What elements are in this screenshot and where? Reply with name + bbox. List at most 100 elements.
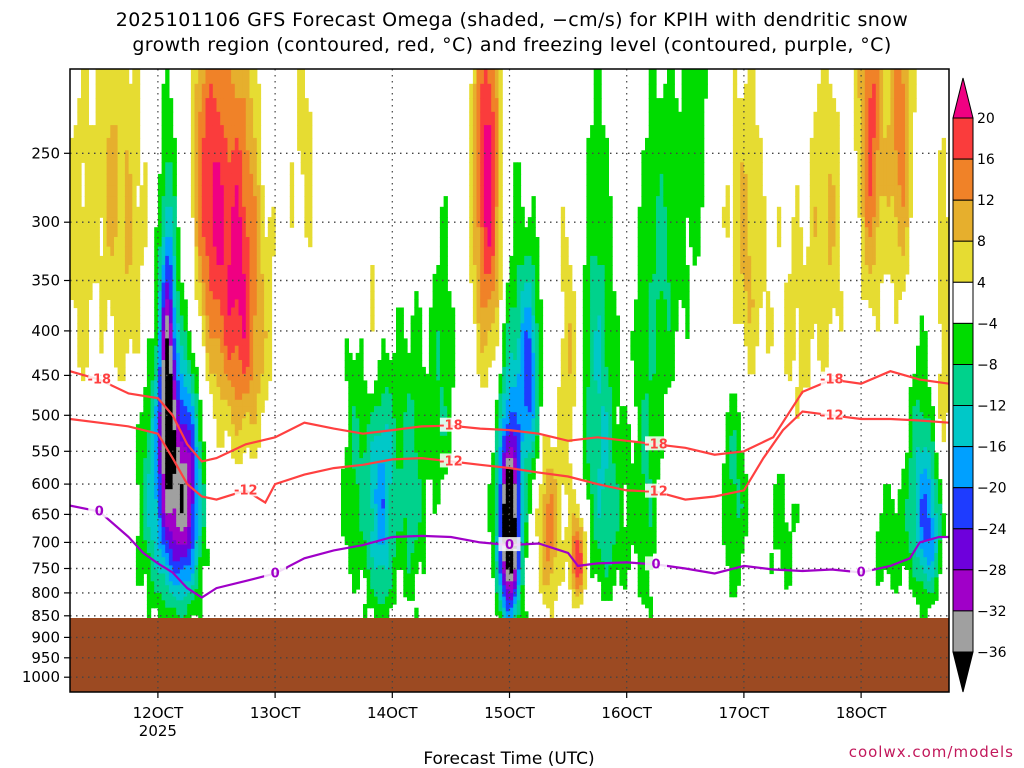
- omega-cell: [359, 535, 364, 541]
- omega-cell: [168, 557, 174, 562]
- omega-cell: [161, 569, 166, 575]
- omega-cell: [216, 360, 221, 368]
- omega-cell: [516, 522, 522, 528]
- omega-cell: [491, 237, 496, 248]
- omega-cell: [187, 589, 192, 594]
- omega-cell: [498, 513, 503, 519]
- omega-cell: [161, 611, 166, 616]
- omega-cell: [348, 373, 353, 382]
- omega-cell: [520, 217, 525, 228]
- omega-cell: [124, 237, 130, 248]
- omega-cell: [150, 569, 155, 575]
- omega-cell: [498, 291, 503, 300]
- omega-cell: [483, 299, 489, 309]
- omega-cell: [509, 360, 514, 368]
- omega-cell: [168, 185, 174, 197]
- omega-cell: [553, 468, 558, 475]
- omega-cell: [161, 452, 166, 459]
- omega-cell: [388, 452, 393, 459]
- omega-cell: [524, 366, 529, 375]
- omega-cell: [557, 479, 562, 485]
- omega-cell: [154, 452, 159, 459]
- omega-cell: [198, 494, 203, 500]
- omega-cell: [352, 418, 357, 425]
- omega-cell: [502, 323, 507, 332]
- omega-cell: [187, 441, 192, 448]
- omega-cell: [388, 463, 393, 470]
- omega-cell: [234, 237, 240, 248]
- omega-cell: [124, 111, 130, 126]
- omega-cell: [388, 522, 393, 528]
- omega-cell: [366, 596, 371, 601]
- omega-cell: [172, 246, 177, 257]
- omega-cell: [348, 387, 353, 395]
- omega-cell: [546, 600, 551, 605]
- omega-cell: [564, 531, 569, 537]
- omega-cell: [509, 463, 514, 470]
- omega-cell: [146, 535, 152, 541]
- omega-cell: [209, 111, 214, 126]
- omega-cell: [179, 282, 185, 292]
- omega-cell: [81, 315, 86, 324]
- omega-cell: [509, 581, 514, 586]
- omega-cell: [542, 468, 547, 475]
- omega-cell: [172, 366, 177, 375]
- omega-cell: [505, 330, 511, 339]
- omega-cell: [359, 557, 364, 562]
- omega-cell: [524, 345, 529, 354]
- omega-cell: [370, 435, 375, 443]
- omega-cell: [520, 544, 525, 550]
- omega-cell: [520, 508, 525, 514]
- omega-cell: [491, 83, 496, 99]
- omega-cell: [494, 577, 500, 582]
- omega-cell: [516, 217, 522, 228]
- omega-cell: [183, 441, 188, 448]
- omega-cell: [381, 577, 386, 582]
- omega-cell: [410, 345, 415, 354]
- omega-cell: [502, 611, 507, 616]
- omega-cell: [553, 479, 558, 485]
- omega-cell: [491, 273, 496, 284]
- omega-cell: [502, 573, 507, 579]
- omega-cell: [352, 499, 357, 505]
- omega-cell: [103, 111, 108, 126]
- omega-cell: [480, 237, 485, 248]
- omega-cell: [190, 380, 196, 388]
- omega-cell: [527, 435, 533, 443]
- omega-cell: [165, 494, 170, 500]
- omega-cell: [216, 323, 221, 332]
- omega-cell: [363, 463, 368, 470]
- omega-cell: [110, 237, 115, 248]
- omega-cell: [103, 217, 108, 228]
- omega-cell: [168, 273, 174, 284]
- omega-cell: [502, 589, 507, 594]
- omega-cell: [157, 581, 163, 586]
- omega-cell: [117, 125, 122, 139]
- omega-cell: [110, 150, 115, 163]
- omega-cell: [428, 435, 434, 443]
- omega-cell: [341, 517, 346, 524]
- omega-cell: [77, 299, 82, 309]
- omega-cell: [524, 424, 529, 431]
- omega-cell: [498, 418, 503, 425]
- omega-cell: [447, 447, 452, 454]
- omega-cell: [553, 561, 558, 566]
- omega-cell: [99, 196, 104, 208]
- omega-cell: [187, 387, 192, 395]
- omega-cell: [187, 604, 192, 609]
- omega-cell: [388, 499, 393, 505]
- omega-cell: [209, 83, 214, 99]
- omega-cell: [407, 553, 412, 558]
- omega-cell: [201, 522, 207, 528]
- omega-cell: [344, 494, 349, 500]
- omega-cell: [494, 548, 500, 554]
- omega-cell: [249, 246, 254, 257]
- omega-cell: [128, 265, 133, 275]
- omega-cell: [396, 553, 401, 558]
- omega-cell: [165, 137, 170, 151]
- omega-cell: [165, 468, 170, 475]
- omega-cell: [428, 468, 434, 475]
- omega-cell: [403, 338, 408, 347]
- omega-cell: [509, 412, 514, 419]
- omega-cell: [366, 589, 371, 594]
